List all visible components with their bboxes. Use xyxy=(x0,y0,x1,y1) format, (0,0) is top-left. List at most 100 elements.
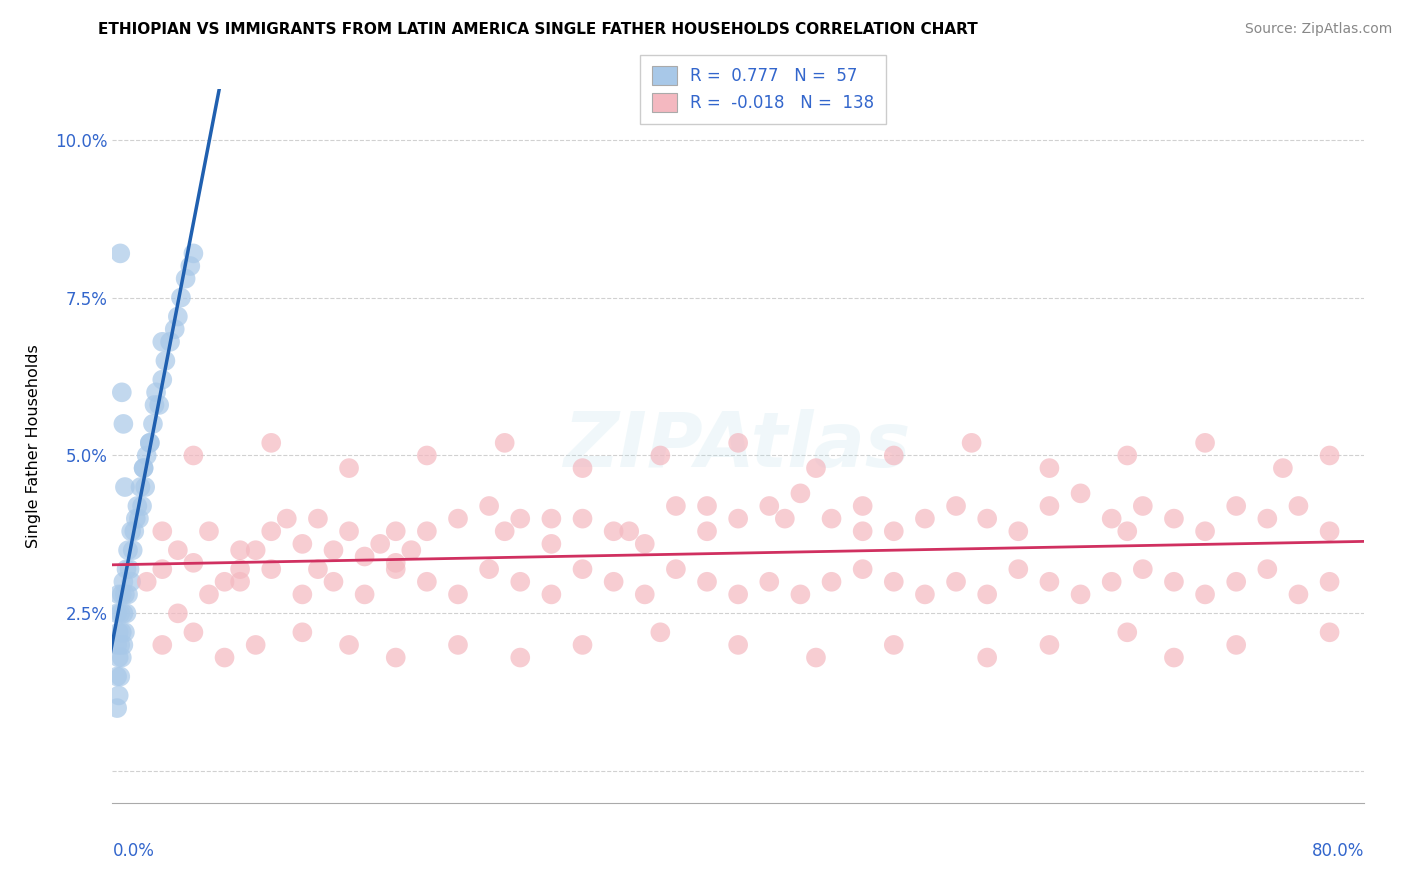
Point xyxy=(1288,499,1310,513)
Point xyxy=(170,291,193,305)
Point xyxy=(1116,625,1139,640)
Point xyxy=(789,587,811,601)
Point xyxy=(914,511,936,525)
Point xyxy=(166,310,188,324)
Point xyxy=(1194,524,1216,539)
Point xyxy=(727,435,749,450)
Point xyxy=(914,587,936,601)
Point xyxy=(105,607,128,621)
Point xyxy=(163,322,186,336)
Point xyxy=(112,638,135,652)
Point xyxy=(696,499,718,513)
Point xyxy=(634,537,657,551)
Point xyxy=(540,587,562,601)
Point xyxy=(114,625,136,640)
Point xyxy=(112,574,135,589)
Point xyxy=(852,499,875,513)
Point xyxy=(129,480,152,494)
Point xyxy=(159,334,181,349)
Point xyxy=(214,574,236,589)
Point xyxy=(696,574,718,589)
Point xyxy=(384,524,406,539)
Point xyxy=(148,398,170,412)
Point xyxy=(198,524,221,539)
Point xyxy=(260,562,283,576)
Point xyxy=(229,543,252,558)
Point xyxy=(447,511,470,525)
Point xyxy=(337,638,360,652)
Point xyxy=(166,607,188,621)
Point xyxy=(478,562,501,576)
Point xyxy=(650,449,672,463)
Point xyxy=(260,435,283,450)
Point xyxy=(1163,650,1185,665)
Point xyxy=(401,543,423,558)
Point xyxy=(665,562,688,576)
Text: 80.0%: 80.0% xyxy=(1312,842,1364,860)
Point xyxy=(245,638,267,652)
Point xyxy=(650,625,672,640)
Point xyxy=(1319,625,1341,640)
Point xyxy=(571,511,593,525)
Point xyxy=(1319,574,1341,589)
Point xyxy=(602,574,624,589)
Point xyxy=(322,543,344,558)
Point xyxy=(1163,511,1185,525)
Point xyxy=(107,650,129,665)
Point xyxy=(150,524,173,539)
Point xyxy=(416,524,439,539)
Point xyxy=(384,650,406,665)
Point xyxy=(1038,574,1060,589)
Point xyxy=(368,537,391,551)
Point xyxy=(150,373,173,387)
Point xyxy=(571,562,593,576)
Point xyxy=(229,562,252,576)
Point xyxy=(112,607,135,621)
Point xyxy=(166,543,188,558)
Point xyxy=(1038,461,1060,475)
Point xyxy=(727,638,749,652)
Point xyxy=(1038,638,1060,652)
Point xyxy=(634,587,657,601)
Point xyxy=(1132,562,1154,576)
Point xyxy=(111,650,134,665)
Point xyxy=(150,334,173,349)
Point xyxy=(110,246,132,260)
Point xyxy=(127,499,149,513)
Text: ZIPAtlas: ZIPAtlas xyxy=(564,409,912,483)
Point xyxy=(307,562,329,576)
Point xyxy=(1007,562,1029,576)
Point xyxy=(112,417,135,431)
Point xyxy=(883,638,905,652)
Point xyxy=(1007,524,1029,539)
Point xyxy=(183,625,205,640)
Point xyxy=(960,435,983,450)
Point xyxy=(1225,574,1247,589)
Point xyxy=(696,524,718,539)
Point xyxy=(111,587,134,601)
Point xyxy=(135,449,157,463)
Point xyxy=(183,246,205,260)
Point xyxy=(105,701,128,715)
Point xyxy=(131,499,153,513)
Point xyxy=(120,574,142,589)
Point xyxy=(107,625,129,640)
Point xyxy=(820,574,842,589)
Point xyxy=(883,449,905,463)
Point xyxy=(727,511,749,525)
Point xyxy=(1194,587,1216,601)
Text: Source: ZipAtlas.com: Source: ZipAtlas.com xyxy=(1244,22,1392,37)
Point xyxy=(110,669,132,683)
Point xyxy=(478,499,501,513)
Point xyxy=(447,587,470,601)
Point xyxy=(1101,574,1123,589)
Point xyxy=(1194,435,1216,450)
Point xyxy=(337,524,360,539)
Point xyxy=(1256,562,1278,576)
Point xyxy=(291,625,314,640)
Point xyxy=(1116,449,1139,463)
Point xyxy=(291,587,314,601)
Point xyxy=(117,587,139,601)
Point xyxy=(353,587,375,601)
Point xyxy=(107,587,129,601)
